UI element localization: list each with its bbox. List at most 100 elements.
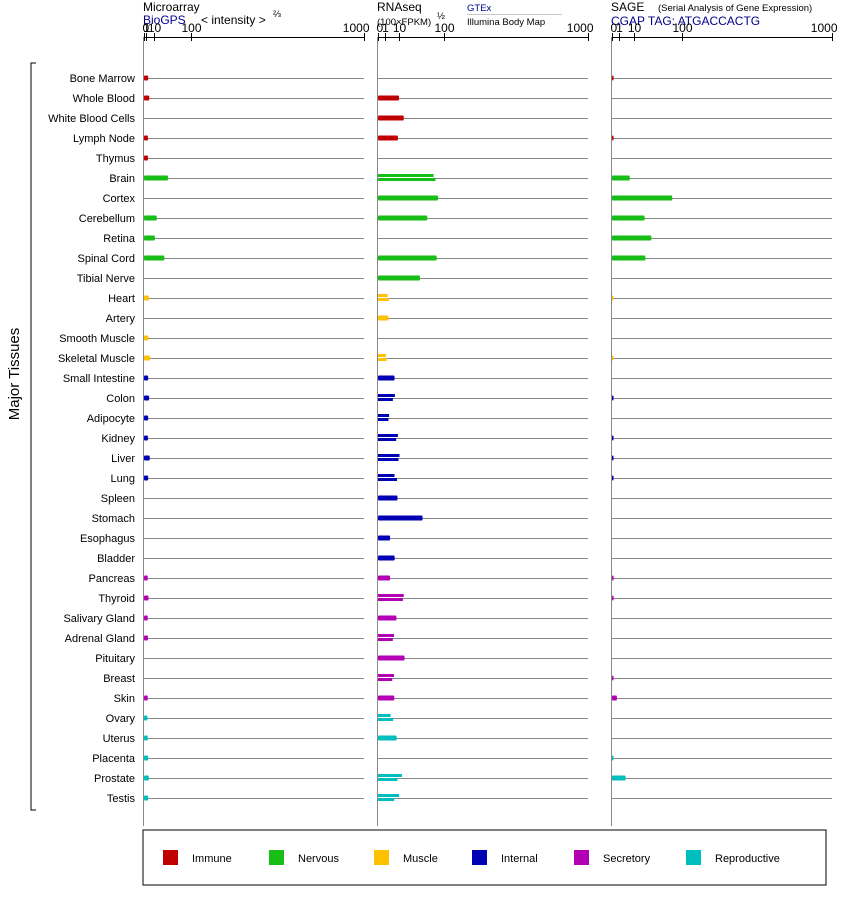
rnaseq-bar xyxy=(378,634,394,637)
microarray-bar xyxy=(144,475,149,481)
sage-tick-label: 100 xyxy=(672,21,692,35)
tissue-label: Whole Blood xyxy=(73,93,135,105)
rnaseq-bar xyxy=(378,275,420,281)
rnaseq-bar xyxy=(378,215,428,221)
tissue-label: Brain xyxy=(109,173,135,185)
tissue-label: Salivary Gland xyxy=(63,613,135,625)
rnaseq-bar xyxy=(378,478,398,481)
microarray-bar xyxy=(144,735,148,741)
microarray-bar xyxy=(144,155,148,161)
sage-bar xyxy=(612,135,614,141)
sage-bar xyxy=(612,215,645,221)
sage-title: SAGE xyxy=(611,0,644,14)
rnaseq-bar xyxy=(378,438,397,441)
sage-bar xyxy=(612,575,614,581)
microarray-scale-label: < intensity > xyxy=(201,13,266,27)
rnaseq-bar xyxy=(378,515,423,521)
legend-box xyxy=(142,829,827,886)
tissue-label: Pancreas xyxy=(89,573,136,585)
legend-swatch-muscle xyxy=(374,850,389,865)
rnaseq-bar xyxy=(378,315,389,321)
tissue-label: Retina xyxy=(103,233,136,245)
microarray-bar xyxy=(144,255,165,261)
sage-bar xyxy=(612,435,614,441)
sage-tick-label: 10 xyxy=(628,21,642,35)
rnaseq-bar xyxy=(378,414,390,417)
microarray-bar xyxy=(144,715,148,721)
rnaseq-bar xyxy=(378,615,397,621)
tissue-label: Adrenal Gland xyxy=(65,633,135,645)
microarray-bar xyxy=(144,595,149,601)
rnaseq-bar xyxy=(378,638,393,641)
tissue-label: Placenta xyxy=(92,753,136,765)
sage-tick-label: 0 xyxy=(611,21,618,35)
rnaseq-bar xyxy=(378,774,402,777)
sage-bar xyxy=(612,455,614,461)
microarray-tick-label: 1000 xyxy=(343,21,370,35)
sage-bar xyxy=(612,235,652,241)
tissue-label: Artery xyxy=(106,313,136,325)
legend-label-muscle: Muscle xyxy=(403,853,438,865)
rnaseq-bar xyxy=(378,178,436,181)
rnaseq-bar xyxy=(378,95,399,101)
sage-bar xyxy=(612,755,614,761)
rnaseq-bar xyxy=(378,674,394,677)
legend-label-secretory: Secretory xyxy=(603,853,651,865)
tissue-label: Testis xyxy=(107,793,136,805)
rnaseq-bar xyxy=(378,655,405,661)
rnaseq-bar xyxy=(378,354,386,357)
microarray-bar xyxy=(144,615,148,621)
rnaseq-source-gtex: GTEx xyxy=(467,3,492,14)
rnaseq-bar xyxy=(378,798,395,801)
rnaseq-bar xyxy=(378,718,394,721)
rnaseq-bar xyxy=(378,794,399,797)
rnaseq-bar xyxy=(378,575,391,581)
microarray-bar xyxy=(144,635,148,641)
rnaseq-title: RNAseq xyxy=(377,0,422,14)
rnaseq-header: RNAseq (100×FPKM) ½ GTEx Illumina Body M… xyxy=(377,0,562,28)
tissue-label: White Blood Cells xyxy=(48,113,135,125)
rnaseq-bar xyxy=(378,535,391,541)
sage-tick-label: 1000 xyxy=(811,21,838,35)
rnaseq-tick-label: 1 xyxy=(382,21,389,35)
microarray-tick-label: 0 xyxy=(143,21,150,35)
sage-bar xyxy=(612,195,673,201)
rnaseq-tick-label: 0 xyxy=(377,21,384,35)
sage-bar xyxy=(612,395,614,401)
rnaseq-scale-label: (100×FPKM) xyxy=(377,17,431,28)
tissue-label: Skeletal Muscle xyxy=(58,353,135,365)
rnaseq-bar xyxy=(378,195,439,201)
tissue-label: Small Intestine xyxy=(63,373,135,385)
microarray-bar xyxy=(144,215,157,221)
sage-bar xyxy=(612,175,630,181)
tissue-bracket xyxy=(30,62,36,811)
tissue-label: Cerebellum xyxy=(79,213,135,225)
tissue-label: Spinal Cord xyxy=(78,253,135,265)
tissue-label: Cortex xyxy=(103,193,136,205)
microarray-bar xyxy=(144,75,149,81)
microarray-bar xyxy=(144,695,148,701)
legend-swatch-immune xyxy=(163,850,178,865)
microarray-bar xyxy=(144,395,150,401)
microarray-bar xyxy=(144,455,150,461)
legend-swatch-nervous xyxy=(269,850,284,865)
rnaseq-tick-label: 100 xyxy=(434,21,454,35)
rnaseq-scale-exponent: ½ xyxy=(437,11,445,22)
microarray-tick-label: 100 xyxy=(181,21,201,35)
rnaseq-bar xyxy=(378,458,399,461)
rnaseq-bar xyxy=(378,358,387,361)
sage-bar xyxy=(612,295,614,301)
legend: Immune Nervous Muscle Internal Secretory Repr… xyxy=(163,850,780,865)
microarray-source: BioGPS xyxy=(143,13,186,27)
rnaseq-bar xyxy=(378,375,395,381)
rnaseq-source-bodymap: Illumina Body Map xyxy=(467,17,545,28)
rnaseq-bar xyxy=(378,174,434,177)
microarray-bar xyxy=(144,755,149,761)
sage-bar xyxy=(612,255,646,261)
tissue-label: Tibial Nerve xyxy=(77,273,135,285)
microarray-bar xyxy=(144,375,149,381)
rnaseq-bar xyxy=(378,555,395,561)
sage-bar xyxy=(612,75,614,81)
tissue-label: Heart xyxy=(108,293,135,305)
